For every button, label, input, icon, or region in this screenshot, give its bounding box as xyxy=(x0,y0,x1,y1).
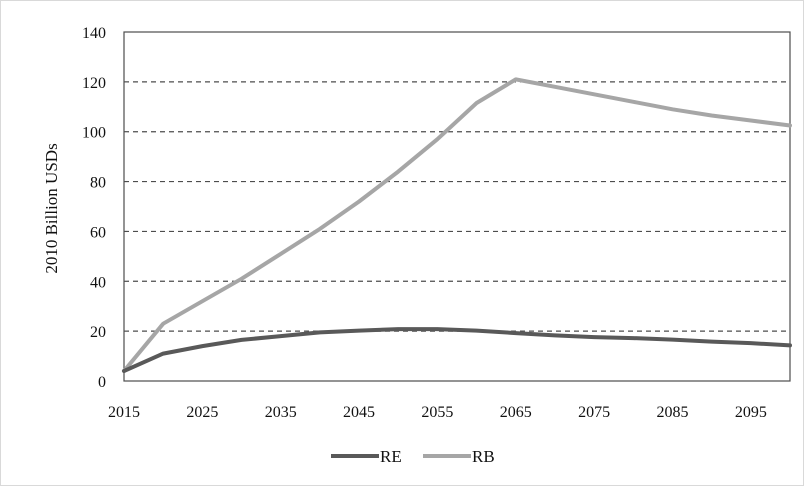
x-tick-label: 2095 xyxy=(735,404,767,421)
legend-label-re: RE xyxy=(380,447,402,466)
plot-area-border xyxy=(123,31,791,382)
x-tick-label: 2075 xyxy=(578,404,610,421)
y-tick-label: 0 xyxy=(98,374,106,391)
x-tick-label: 2035 xyxy=(265,404,297,421)
y-tick-label: 80 xyxy=(90,175,106,192)
legend: RE RB xyxy=(331,447,495,466)
y-tick-label: 120 xyxy=(82,75,106,92)
y-tick-label: 140 xyxy=(82,25,106,42)
series-line-re xyxy=(122,327,792,373)
x-tick-labels: 2015 2025 2035 2045 2055 2065 2075 2085 2095 xyxy=(108,404,767,421)
x-tick-label: 2065 xyxy=(500,404,532,421)
legend-label-rb: RB xyxy=(472,447,495,466)
x-tick-label: 2045 xyxy=(343,404,375,421)
x-tick-label: 2085 xyxy=(656,404,688,421)
x-tick-label: 2025 xyxy=(186,404,218,421)
x-tick-label: 2015 xyxy=(108,404,140,421)
series-lines xyxy=(122,77,792,373)
series-line-rb xyxy=(122,77,792,373)
y-tick-label: 60 xyxy=(90,224,106,241)
y-tick-label: 20 xyxy=(90,324,106,341)
axes xyxy=(123,31,791,382)
y-tick-labels: 0 20 40 60 80 100 120 140 xyxy=(82,25,106,391)
y-axis-label: 2010 Billion USDs xyxy=(42,143,61,273)
y-tick-label: 100 xyxy=(82,125,106,142)
y-tick-label: 40 xyxy=(90,274,106,291)
x-tick-label: 2055 xyxy=(421,404,453,421)
